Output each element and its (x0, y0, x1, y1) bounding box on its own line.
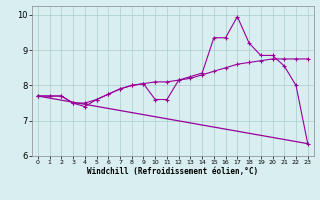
X-axis label: Windchill (Refroidissement éolien,°C): Windchill (Refroidissement éolien,°C) (87, 167, 258, 176)
